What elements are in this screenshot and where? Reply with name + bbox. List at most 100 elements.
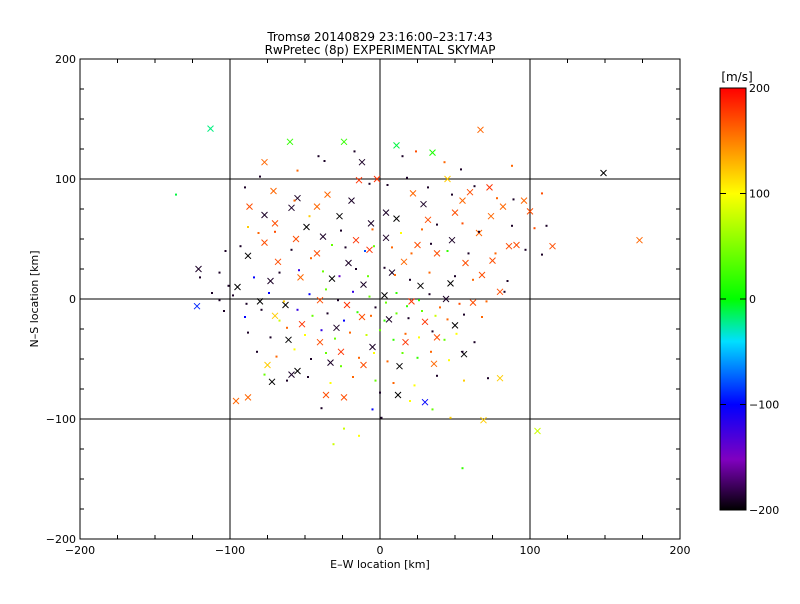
data-point-cross (408, 298, 415, 305)
data-point-cross (268, 378, 276, 386)
data-point-cross (333, 324, 340, 332)
data-point-dot (545, 224, 548, 227)
data-point-cross (486, 184, 493, 191)
data-point-dot (454, 275, 456, 278)
data-point-dot (373, 245, 375, 248)
data-point-cross (469, 299, 477, 306)
data-point-dot (443, 161, 446, 164)
data-point-cross (421, 398, 429, 406)
y-axis-label: N–S location [km] (28, 250, 41, 347)
data-point-dot (227, 284, 230, 287)
data-point-dot (245, 302, 248, 305)
data-point-dot (263, 373, 266, 376)
data-point-dot (307, 376, 309, 378)
data-point-dot (311, 314, 314, 317)
grid-lines (80, 59, 680, 539)
data-point-dot (323, 160, 326, 162)
data-point-dot (436, 223, 438, 226)
data-point-dot (353, 150, 356, 153)
data-point-cross (261, 239, 268, 246)
data-point-dot (374, 379, 377, 382)
data-point-cross (444, 175, 451, 183)
data-point-cross (414, 241, 421, 249)
data-point-cross (288, 204, 295, 212)
data-point-dot (337, 299, 339, 302)
data-point-cross (421, 318, 429, 326)
colorbar-tick-label: 200 (749, 82, 770, 95)
data-points (175, 125, 643, 470)
data-point-cross (382, 234, 390, 242)
data-point-dot (343, 427, 345, 430)
data-point-dot (406, 305, 408, 308)
data-point-dot (218, 271, 221, 274)
data-point-cross (366, 246, 373, 254)
data-point-dot (358, 356, 360, 359)
data-point-cross (513, 241, 520, 249)
data-point-dot (461, 467, 464, 470)
data-point-dot (434, 314, 437, 317)
data-point-cross (270, 187, 277, 195)
data-point-cross (478, 271, 486, 279)
data-point-dot (409, 400, 411, 402)
data-point-cross (367, 220, 375, 227)
data-point-dot (473, 341, 476, 344)
y-tick-label: 0 (69, 293, 76, 306)
data-point-dot (416, 356, 419, 359)
data-point-dot (383, 319, 386, 322)
data-point-dot (418, 336, 420, 339)
data-point-cross (420, 200, 427, 208)
data-point-dot (364, 250, 366, 252)
data-point-dot (394, 274, 396, 276)
data-point-cross (459, 197, 466, 204)
data-point-dot (404, 332, 407, 335)
data-point-cross (430, 360, 438, 368)
data-point-dot (317, 155, 320, 158)
data-point-cross (355, 176, 363, 184)
data-point-cross (369, 343, 376, 351)
data-point-dot (268, 292, 270, 294)
data-point-dot (415, 150, 417, 153)
data-point-cross (322, 391, 330, 399)
data-point-dot (244, 316, 246, 318)
data-point-cross (195, 265, 202, 273)
data-point-cross (499, 203, 507, 210)
data-point-dot (352, 376, 354, 378)
data-point-cross (433, 334, 441, 341)
data-point-cross (328, 275, 336, 282)
data-point-cross (285, 336, 292, 344)
data-point-cross (352, 236, 360, 244)
data-point-dot (409, 278, 411, 281)
data-point-dot (472, 278, 474, 281)
data-point-dot (395, 292, 398, 294)
data-point-cross (424, 216, 432, 224)
data-point-dot (401, 352, 404, 354)
data-point-dot (224, 250, 227, 252)
data-point-cross (316, 296, 324, 304)
data-point-dot (352, 290, 354, 293)
data-point-dot (506, 280, 509, 282)
data-point-cross (480, 416, 487, 424)
data-point-dot (247, 226, 249, 228)
data-point-dot (463, 313, 465, 316)
data-point-dot (331, 244, 333, 246)
data-point-dot (418, 299, 420, 302)
data-point-dot (340, 365, 342, 368)
data-point-cross (264, 361, 271, 369)
data-point-dot (386, 184, 389, 186)
data-point-cross (409, 190, 417, 197)
data-point-dot (460, 168, 462, 171)
data-point-cross (313, 250, 321, 257)
data-point-dot (413, 384, 416, 387)
data-point-dot (355, 268, 357, 270)
data-point-cross (393, 142, 400, 149)
data-point-cross (244, 252, 252, 260)
data-point-dot (371, 408, 374, 411)
data-point-dot (344, 246, 347, 249)
data-point-dot (430, 350, 432, 353)
data-point-dot (461, 222, 464, 225)
colorbar-tick-label: 100 (749, 188, 770, 201)
data-point-cross (336, 212, 343, 220)
data-point-dot (485, 300, 488, 303)
x-tick-label: −200 (65, 544, 95, 557)
